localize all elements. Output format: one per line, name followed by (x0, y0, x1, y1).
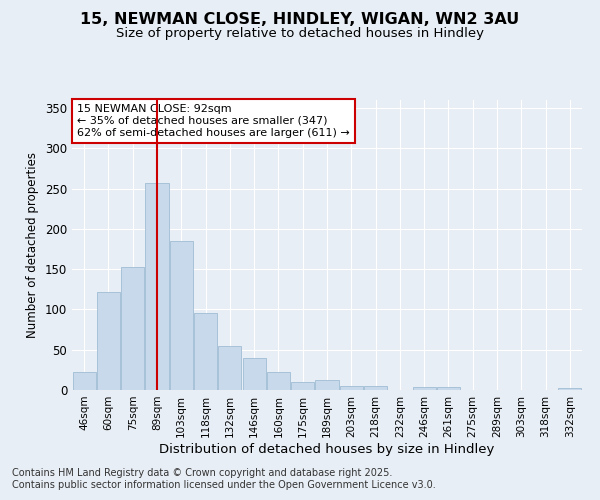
Bar (218, 346, 241, 390)
Bar (559, 388, 581, 390)
Text: Contains HM Land Registry data © Crown copyright and database right 2025.
Contai: Contains HM Land Registry data © Crown c… (12, 468, 436, 490)
Bar (242, 358, 266, 390)
Text: 15 NEWMAN CLOSE: 92sqm
← 35% of detached houses are smaller (347)
62% of semi-de: 15 NEWMAN CLOSE: 92sqm ← 35% of detached… (77, 104, 350, 138)
Text: 15, NEWMAN CLOSE, HINDLEY, WIGAN, WN2 3AU: 15, NEWMAN CLOSE, HINDLEY, WIGAN, WN2 3A… (80, 12, 520, 28)
Y-axis label: Number of detached properties: Number of detached properties (26, 152, 40, 338)
Bar (437, 387, 460, 390)
X-axis label: Distribution of detached houses by size in Hindley: Distribution of detached houses by size … (160, 442, 494, 456)
Bar (170, 241, 193, 390)
Bar (413, 387, 436, 390)
Bar (291, 382, 314, 390)
Bar (121, 267, 144, 390)
Bar (267, 372, 290, 390)
Bar (73, 372, 95, 390)
Bar (145, 183, 169, 390)
Bar (340, 386, 363, 390)
Bar (97, 292, 120, 390)
Bar (194, 314, 217, 390)
Bar (316, 380, 338, 390)
Bar (364, 386, 387, 390)
Text: Size of property relative to detached houses in Hindley: Size of property relative to detached ho… (116, 28, 484, 40)
